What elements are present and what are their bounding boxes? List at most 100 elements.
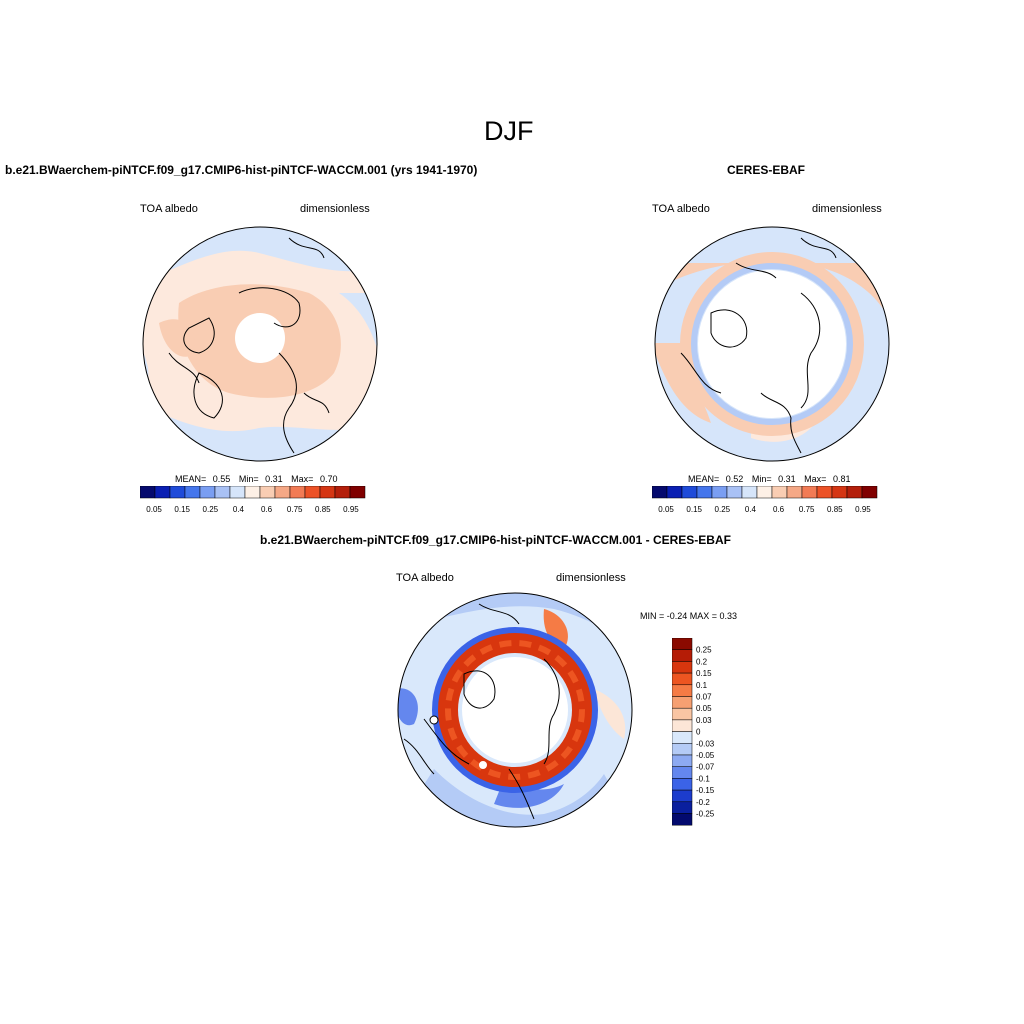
colorbar-swatch (831, 486, 848, 499)
model-panel-title: b.e21.BWaerchem-piNTCF.f09_g17.CMIP6-his… (5, 163, 478, 177)
colorbar-swatch (319, 486, 336, 499)
colorbar-swatch (672, 743, 693, 756)
model-max-label: Max= (291, 474, 314, 484)
colorbar-swatch (259, 486, 276, 499)
colorbar-tick-label: 0.4 (233, 505, 245, 514)
obs-stats: MEAN= 0.52 Min= 0.31 Max= 0.81 (688, 474, 850, 484)
colorbar-swatch (154, 486, 171, 499)
colorbar-tick-label: -0.05 (696, 751, 715, 760)
colorbar-swatch (672, 684, 693, 697)
colorbar-tick-label: 0.03 (696, 716, 712, 725)
colorbar-swatch (771, 486, 788, 499)
colorbar-swatch (672, 707, 693, 721)
model-min-value: 0.31 (265, 474, 283, 484)
obs-min-value: 0.31 (778, 474, 796, 484)
model-variable-label: TOA albedo (140, 203, 198, 215)
colorbar-tick-label: 0.6 (773, 505, 785, 514)
colorbar-swatch (652, 486, 668, 499)
colorbar-swatch (184, 486, 201, 499)
colorbar-tick-label: -0.07 (696, 763, 715, 772)
colorbar-tick-label: 0.95 (343, 505, 359, 514)
colorbar-tick-label: -0.1 (696, 774, 710, 783)
colorbar-swatch (672, 638, 693, 650)
colorbar-swatch (349, 486, 366, 499)
colorbar-tick-label: -0.15 (696, 786, 715, 795)
obs-polar-map (654, 226, 890, 462)
colorbar-swatch (726, 486, 743, 499)
colorbar-swatch (672, 731, 693, 744)
model-mean-label: MEAN= (175, 474, 207, 484)
obs-mean-value: 0.52 (725, 474, 744, 484)
colorbar-swatch (214, 486, 231, 499)
colorbar-swatch (696, 486, 713, 499)
colorbar-swatch (681, 486, 698, 499)
colorbar-tick-label: 0.15 (696, 669, 712, 678)
colorbar-swatch (672, 778, 693, 791)
colorbar-swatch (666, 486, 683, 499)
colorbar-tick-label: -0.03 (696, 739, 715, 748)
obs-min-label: Min= (751, 474, 772, 484)
colorbar-swatch (229, 486, 246, 499)
colorbar-tick-label: 0.1 (696, 681, 708, 690)
colorbar-swatch (672, 766, 693, 779)
diff-min-max: MIN = -0.24 MAX = 0.33 (640, 611, 738, 621)
colorbar-tick-label: 0.25 (715, 505, 731, 514)
colorbar-tick-label: 0.75 (799, 505, 815, 514)
colorbar-swatch (289, 486, 306, 499)
colorbar-tick-label: 0.2 (696, 657, 708, 666)
model-stats: MEAN= 0.55 Min= 0.31 Max= 0.70 (175, 474, 337, 484)
colorbar-swatch (672, 649, 693, 662)
colorbar-swatch (334, 486, 351, 499)
colorbar-swatch (244, 486, 261, 499)
colorbar-swatch (846, 486, 863, 499)
colorbar-swatch (861, 486, 878, 499)
model-colorbar: 0.05 0.15 0.25 0.4 0.6 0.75 0.85 0.95 (140, 486, 366, 514)
colorbar-swatch (801, 486, 818, 499)
colorbar-tick-label: 0.07 (696, 693, 712, 702)
colorbar-swatch (169, 486, 186, 499)
model-mean-value: 0.55 (212, 474, 231, 484)
colorbar-tick-label: 0.6 (261, 505, 273, 514)
diff-variable-label: TOA albedo (396, 572, 454, 584)
diff-polar-map (397, 592, 633, 828)
colorbar-tick-label: 0.85 (827, 505, 843, 514)
colorbar-tick-label: -0.2 (696, 798, 710, 807)
colorbar-tick-label: 0.15 (686, 505, 702, 514)
colorbar-tick-label: 0.15 (174, 505, 190, 514)
colorbar-swatch (199, 486, 216, 499)
colorbar-swatch (672, 696, 693, 709)
colorbar-swatch (672, 661, 693, 674)
colorbar-tick-label: 0.25 (203, 505, 219, 514)
colorbar-swatch (756, 486, 773, 499)
colorbar-swatch (304, 486, 321, 499)
colorbar-tick-label: 0.05 (658, 505, 674, 514)
colorbar-swatch (672, 789, 693, 803)
obs-units-label: dimensionless (812, 203, 882, 215)
colorbar-swatch (816, 486, 833, 499)
model-polar-map (142, 226, 378, 462)
obs-max-value: 0.81 (832, 474, 851, 484)
colorbar-swatch (140, 486, 156, 499)
season-title: DJF (484, 116, 534, 146)
colorbar-swatch (274, 486, 291, 499)
obs-variable-label: TOA albedo (652, 203, 710, 215)
colorbar-swatch (672, 672, 693, 686)
obs-colorbar: 0.05 0.15 0.25 0.4 0.6 0.75 0.85 0.95 (652, 486, 878, 514)
colorbar-swatch (786, 486, 803, 499)
colorbar-swatch (672, 754, 693, 767)
obs-mean-label: MEAN= (688, 474, 720, 484)
colorbar-swatch (741, 486, 758, 499)
colorbar-swatch (672, 719, 693, 732)
obs-max-label: Max= (804, 474, 827, 484)
model-min-label: Min= (238, 474, 259, 484)
diff-units-label: dimensionless (556, 572, 626, 584)
model-units-label: dimensionless (300, 203, 370, 215)
colorbar-swatch (672, 813, 693, 826)
colorbar-tick-label: -0.25 (696, 810, 715, 819)
diff-colorbar: 0.25 0.2 0.15 0.1 0.07 0.05 0.03 0 -0.03 -0.05 -0.… (672, 638, 715, 826)
colorbar-tick-label: 0 (696, 728, 701, 737)
colorbar-tick-label: 0.4 (745, 505, 757, 514)
colorbar-tick-label: 0.75 (287, 505, 303, 514)
model-max-value: 0.70 (319, 474, 338, 484)
diff-panel-title: b.e21.BWaerchem-piNTCF.f09_g17.CMIP6-his… (260, 533, 731, 547)
